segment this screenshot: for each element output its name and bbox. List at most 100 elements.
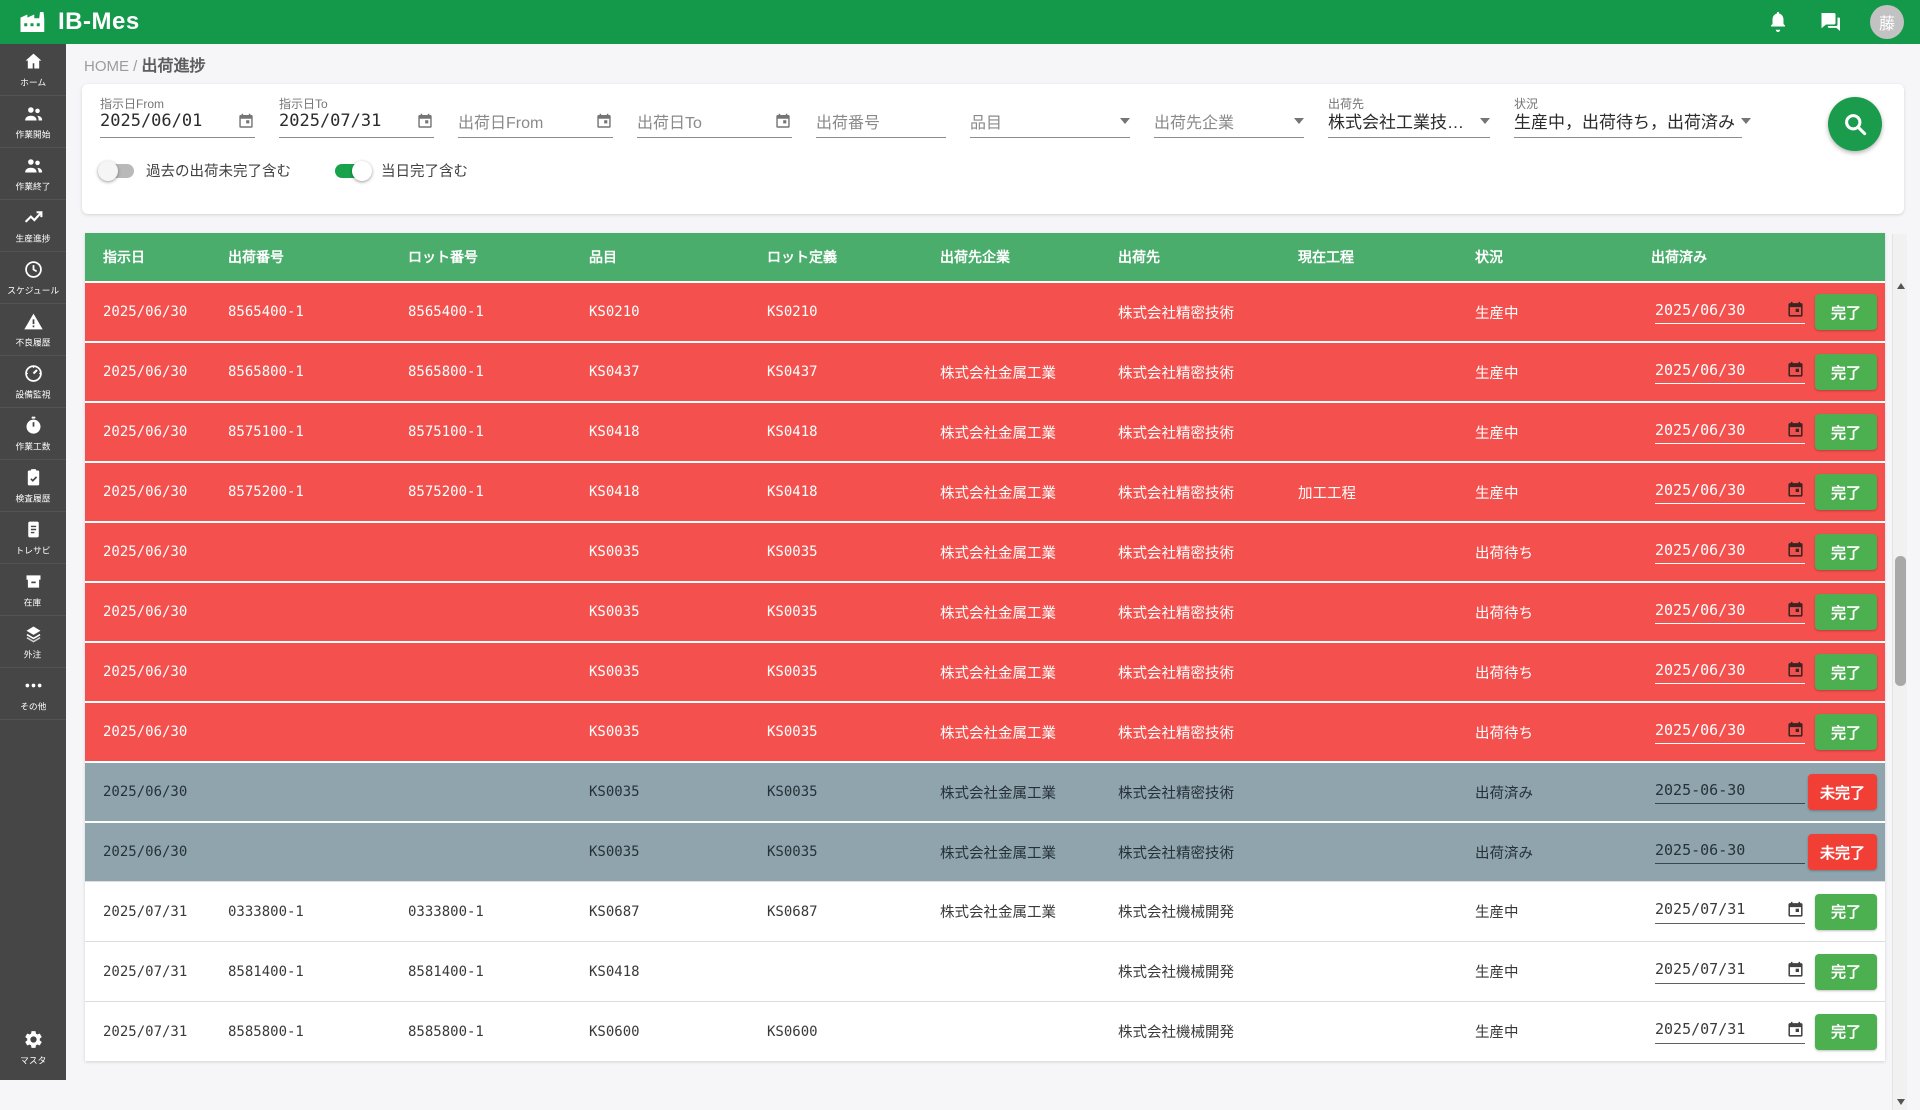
ship-date-input[interactable]: 2025/06/30: [1655, 720, 1805, 744]
calendar-icon[interactable]: [1786, 480, 1805, 499]
cell-shipment-number: 8565400-1: [228, 304, 304, 320]
calendar-icon[interactable]: [1786, 960, 1805, 979]
app-logo[interactable]: IB-Mes: [18, 7, 140, 37]
calendar-icon[interactable]: [1786, 300, 1805, 319]
complete-button[interactable]: 未完了: [1807, 834, 1877, 870]
sidebar-item-work-end[interactable]: 作業終了: [0, 148, 66, 200]
table-row[interactable]: 2025/06/30 KS0035 KS0035 株式会社金属工業 株式会社精密…: [85, 761, 1885, 821]
shiji-from-value[interactable]: 2025/06/01: [100, 110, 203, 131]
table-row[interactable]: 2025/06/30 KS0035 KS0035 株式会社金属工業 株式会社精密…: [85, 821, 1885, 881]
toggle-include-past-unshipped[interactable]: 過去の出荷未完了含む: [98, 160, 291, 181]
table-row[interactable]: 2025/06/30 KS0035 KS0035 株式会社金属工業 株式会社精密…: [85, 521, 1885, 581]
calendar-icon[interactable]: [595, 112, 613, 130]
filter-shiji-date-from[interactable]: 指示日From 2025/06/01: [100, 94, 255, 138]
sidebar-item-inspection-history[interactable]: 検査履歴: [0, 460, 66, 512]
calendar-icon[interactable]: [1786, 720, 1805, 739]
breadcrumb-home[interactable]: HOME: [84, 58, 129, 75]
filter-dest-company-select[interactable]: 出荷先企業: [1154, 94, 1304, 138]
calendar-icon[interactable]: [1786, 900, 1805, 919]
complete-button[interactable]: 完了: [1815, 654, 1877, 690]
table-row[interactable]: 2025/06/30 8575100-1 8575100-1 KS0418 KS…: [85, 401, 1885, 461]
calendar-icon[interactable]: [1786, 420, 1805, 439]
filter-ship-date-from[interactable]: 出荷日From: [458, 94, 613, 138]
sidebar-item-inventory[interactable]: 在庫: [0, 564, 66, 616]
calendar-icon[interactable]: [416, 112, 434, 130]
ship-date-input[interactable]: 2025/07/31: [1655, 960, 1805, 984]
calendar-icon[interactable]: [1786, 1020, 1805, 1039]
cell-lot-definition: KS0418: [767, 424, 818, 440]
ship-date-input[interactable]: 2025/06/30: [1655, 480, 1805, 504]
table-row[interactable]: 2025/06/30 8565800-1 8565800-1 KS0437 KS…: [85, 341, 1885, 401]
search-button[interactable]: [1828, 97, 1882, 151]
calendar-icon[interactable]: [1786, 660, 1805, 679]
filter-shipment-number[interactable]: 出荷番号: [816, 94, 946, 138]
sidebar-item-work-start[interactable]: 作業開始: [0, 96, 66, 148]
table-row[interactable]: 2025/07/31 8585800-1 8585800-1 KS0600 KS…: [85, 1001, 1885, 1061]
cell-status: 出荷済み: [1475, 845, 1533, 862]
complete-button[interactable]: 完了: [1815, 414, 1877, 450]
sidebar-item-schedule[interactable]: スケジュール: [0, 252, 66, 304]
switch-on[interactable]: [335, 160, 372, 181]
sidebar-item-production-progress[interactable]: 生産進捗: [0, 200, 66, 252]
table-row[interactable]: 2025/07/31 0333800-1 0333800-1 KS0687 KS…: [85, 881, 1885, 941]
cell-item: KS0035: [589, 844, 640, 860]
table-row[interactable]: 2025/06/30 8575200-1 8575200-1 KS0418 KS…: [85, 461, 1885, 521]
complete-button[interactable]: 完了: [1815, 1013, 1877, 1050]
table-row[interactable]: 2025/06/30 8565400-1 8565400-1 KS0210 KS…: [85, 281, 1885, 341]
ship-date-input[interactable]: 2025/07/31: [1655, 1020, 1805, 1044]
complete-button[interactable]: 完了: [1815, 534, 1877, 570]
filter-item-select[interactable]: 品目: [970, 94, 1130, 138]
sidebar-item-work-hours[interactable]: 作業工数: [0, 408, 66, 460]
calendar-icon[interactable]: [1786, 540, 1805, 559]
ship-date-input[interactable]: 2025/06/30: [1655, 420, 1805, 444]
sidebar-item-master[interactable]: マスタ: [0, 1022, 66, 1074]
ship-date-input[interactable]: 2025/06/30: [1655, 300, 1805, 324]
table-row[interactable]: 2025/06/30 KS0035 KS0035 株式会社金属工業 株式会社精密…: [85, 581, 1885, 641]
ship-date-input[interactable]: 2025/06/30: [1655, 660, 1805, 684]
breadcrumb: HOME / 出荷進捗: [84, 52, 206, 76]
ship-date-input[interactable]: 2025-06-30: [1655, 780, 1805, 804]
ship-date-input[interactable]: 2025/07/31: [1655, 900, 1805, 924]
switch-off[interactable]: [98, 160, 134, 181]
complete-button[interactable]: 完了: [1815, 474, 1877, 510]
scroll-up-arrow-icon[interactable]: [1893, 278, 1908, 294]
ship-date-input[interactable]: 2025/06/30: [1655, 600, 1805, 624]
toggle-include-today-completed[interactable]: 当日完了含む: [335, 160, 468, 181]
ship-date-input[interactable]: 2025-06-30: [1655, 840, 1805, 864]
ship-date-input[interactable]: 2025/06/30: [1655, 360, 1805, 384]
complete-button[interactable]: 完了: [1815, 893, 1877, 930]
notifications-bell-icon[interactable]: [1766, 10, 1790, 34]
calendar-icon[interactable]: [1786, 360, 1805, 379]
table-row[interactable]: 2025/06/30 KS0035 KS0035 株式会社金属工業 株式会社精密…: [85, 641, 1885, 701]
filter-status-select[interactable]: 状況 生産中，出荷待ち，出荷済み: [1514, 94, 1751, 138]
sidebar-item-label: 在庫: [24, 597, 42, 608]
complete-button[interactable]: 完了: [1815, 294, 1877, 330]
scroll-down-arrow-icon[interactable]: [1893, 1094, 1908, 1110]
sidebar-item-home[interactable]: ホーム: [0, 44, 66, 96]
filter-ship-date-to[interactable]: 出荷日To: [637, 94, 792, 138]
calendar-icon[interactable]: [1786, 600, 1805, 619]
complete-button[interactable]: 完了: [1815, 714, 1877, 750]
sidebar-item-equipment-monitor[interactable]: 設備監視: [0, 356, 66, 408]
user-avatar[interactable]: 藤: [1870, 5, 1904, 39]
sidebar-item-outsourcing[interactable]: 外注: [0, 616, 66, 668]
table-row[interactable]: 2025/06/30 KS0035 KS0035 株式会社金属工業 株式会社精密…: [85, 701, 1885, 761]
sidebar-item-traceability[interactable]: トレサビ: [0, 512, 66, 564]
shiji-to-value[interactable]: 2025/07/31: [279, 110, 382, 131]
complete-button[interactable]: 完了: [1815, 594, 1877, 630]
filter-shiji-date-to[interactable]: 指示日To 2025/07/31: [279, 94, 434, 138]
scrollbar-thumb[interactable]: [1895, 556, 1906, 686]
complete-button[interactable]: 完了: [1815, 953, 1877, 990]
filter-dest-select[interactable]: 出荷先 株式会社工業技…: [1328, 94, 1490, 138]
ship-date-input[interactable]: 2025/06/30: [1655, 540, 1805, 564]
vertical-scrollbar[interactable]: [1892, 234, 1907, 1110]
cell-status: 生産中: [1475, 305, 1519, 322]
complete-button[interactable]: 未完了: [1807, 774, 1877, 810]
calendar-icon[interactable]: [774, 112, 792, 130]
chat-icon[interactable]: [1818, 10, 1842, 34]
sidebar-item-defect-history[interactable]: 不良履歴: [0, 304, 66, 356]
table-row[interactable]: 2025/07/31 8581400-1 8581400-1 KS0418 株式…: [85, 941, 1885, 1001]
sidebar-item-others[interactable]: その他: [0, 668, 66, 720]
complete-button[interactable]: 完了: [1815, 354, 1877, 390]
calendar-icon[interactable]: [237, 112, 255, 130]
